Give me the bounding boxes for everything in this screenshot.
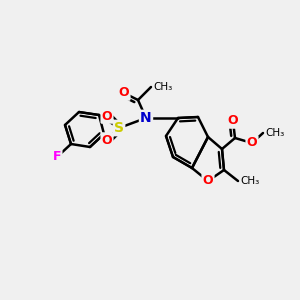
Text: O: O — [228, 115, 238, 128]
Text: S: S — [114, 121, 124, 135]
Text: O: O — [102, 110, 112, 122]
Text: O: O — [247, 136, 257, 149]
Text: O: O — [119, 86, 129, 100]
Text: F: F — [53, 151, 61, 164]
Text: CH₃: CH₃ — [153, 82, 172, 92]
Text: CH₃: CH₃ — [240, 176, 259, 186]
Text: N: N — [140, 111, 152, 125]
Text: CH₃: CH₃ — [265, 128, 284, 138]
Text: O: O — [102, 134, 112, 146]
Text: O: O — [203, 175, 213, 188]
